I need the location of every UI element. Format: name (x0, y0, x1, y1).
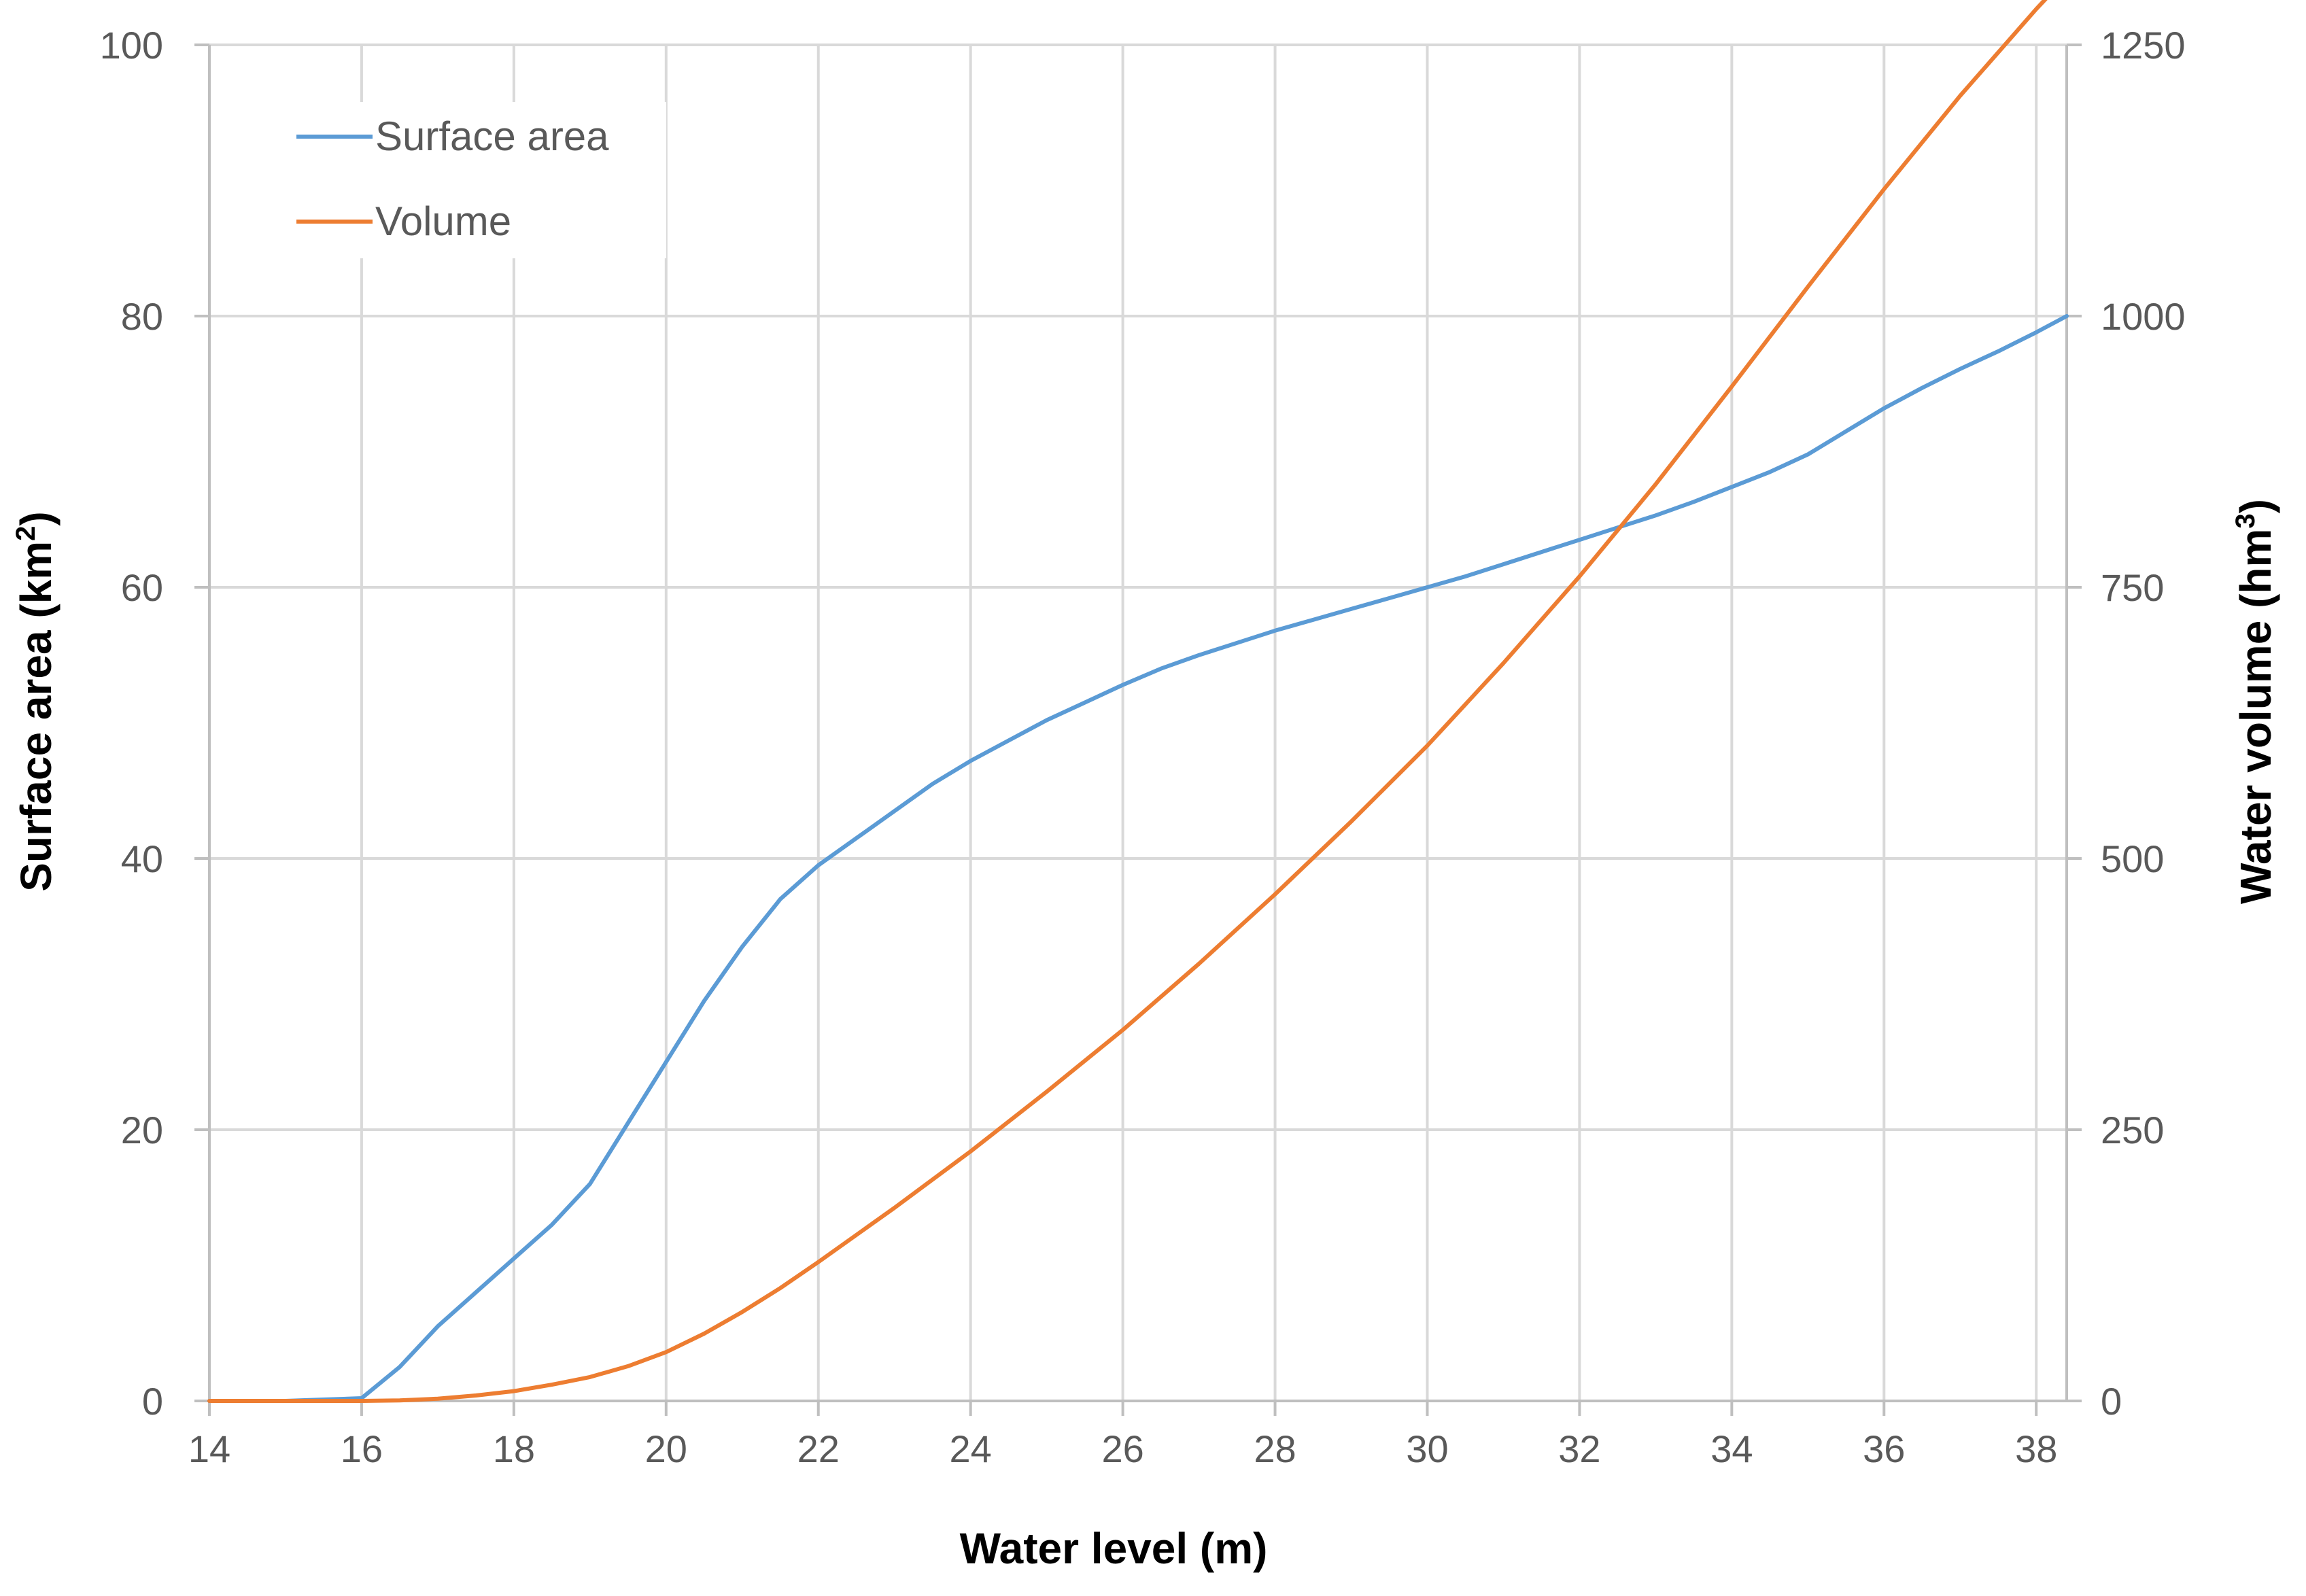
series-line-volume (207, 0, 2048, 1403)
y-right-tick-label: 500 (2101, 837, 2164, 880)
y-left-axis-title-close: ) (12, 511, 61, 525)
x-tick-label: 16 (341, 1427, 383, 1470)
y-right-tick-label: 0 (2101, 1380, 2122, 1423)
x-axis-title: Water level (m) (960, 1524, 1268, 1573)
x-tick-label: 36 (1863, 1427, 1905, 1470)
series (207, 0, 2069, 1403)
y-left-tick-label: 20 (121, 1109, 163, 1151)
y-left-axis-title: Surface area (km2) (11, 511, 61, 891)
y-right-tick-label: 750 (2101, 566, 2164, 609)
x-tick-label: 30 (1406, 1427, 1448, 1470)
series-line-surface-area (207, 314, 2069, 1403)
y-right-tick-label: 250 (2101, 1109, 2164, 1151)
y-left-axis-title-sup: 2 (11, 526, 41, 541)
y-left-axis-title-text: Surface area (km (12, 541, 61, 892)
x-tick-label: 22 (797, 1427, 840, 1470)
y-right-axis-title: Water volume (hm3) (2231, 499, 2280, 904)
y-right-axis-title-close: ) (2231, 499, 2280, 513)
x-tick-label: 32 (1558, 1427, 1600, 1470)
y-left-tick-label: 40 (121, 837, 163, 880)
x-tick-label: 26 (1101, 1427, 1143, 1470)
legend-label-surface-area: Surface area (375, 114, 609, 159)
tick-labels: 14 16 18 20 22 24 26 28 30 32 34 36 3802040608010002… (100, 24, 2186, 1470)
x-tick-label: 38 (2015, 1427, 2057, 1470)
x-tick-label: 34 (1710, 1427, 1753, 1470)
y-right-tick-label: 1000 (2101, 295, 2186, 338)
axes (194, 44, 2082, 1416)
x-tick-label: 18 (493, 1427, 535, 1470)
y-left-tick-label: 0 (142, 1380, 163, 1423)
legend-background (286, 102, 666, 258)
x-tick-label: 14 (188, 1427, 230, 1470)
y-left-tick-label: 100 (100, 24, 163, 67)
y-right-axis-title-text: Water volume (hm (2231, 529, 2280, 904)
x-tick-label: 20 (645, 1427, 687, 1470)
legend: Surface area Volume (286, 102, 666, 258)
y-left-tick-label: 80 (121, 295, 163, 338)
x-tick-label: 28 (1254, 1427, 1296, 1470)
y-left-tick-label: 60 (121, 566, 163, 609)
y-right-tick-label: 1250 (2101, 24, 2186, 67)
legend-label-volume: Volume (375, 198, 511, 244)
x-tick-label: 24 (950, 1427, 992, 1470)
y-right-axis-title-sup: 3 (2231, 513, 2260, 528)
